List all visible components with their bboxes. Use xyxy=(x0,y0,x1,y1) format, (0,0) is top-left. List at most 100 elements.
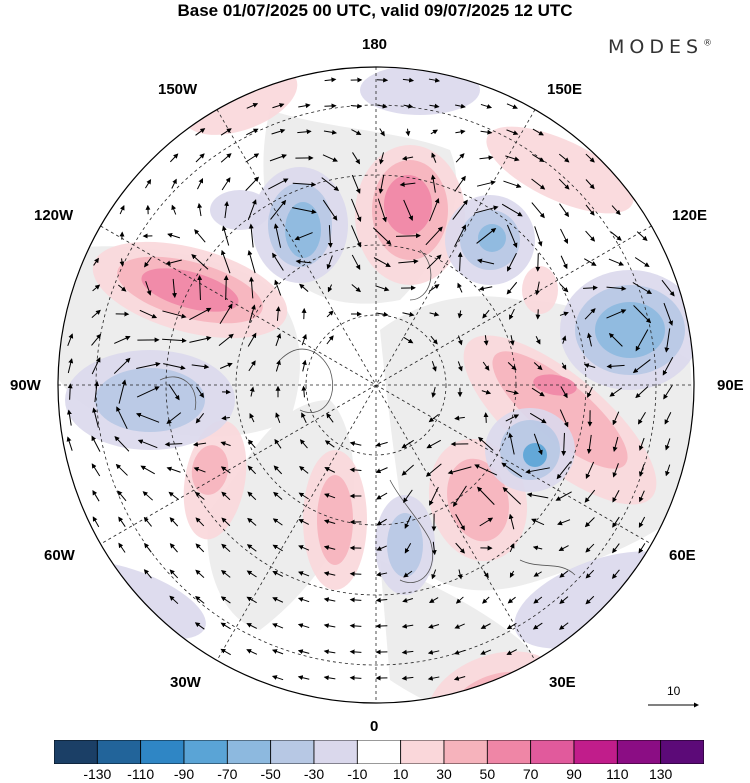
wind-arrow xyxy=(143,569,152,579)
map-title: Base 01/07/2025 00 UTC, valid 09/07/2025… xyxy=(177,1,573,20)
wind-arrow xyxy=(275,412,281,423)
colorbar-tick-label: 50 xyxy=(479,766,496,782)
wind-arrow xyxy=(91,435,101,452)
colorbar-tick-label: -10 xyxy=(347,766,368,782)
wind-arrow xyxy=(379,152,385,165)
wind-arrow xyxy=(219,362,233,369)
wind-arrow xyxy=(401,675,414,681)
wind-arrow xyxy=(585,569,595,579)
wind-arrow xyxy=(503,180,522,189)
wind-arrow xyxy=(275,333,282,347)
wind-arrow xyxy=(401,623,414,629)
wind-arrow xyxy=(220,249,231,274)
wind-arrow xyxy=(144,257,152,268)
wind-arrow xyxy=(349,597,362,603)
wind-arrow xyxy=(272,103,285,109)
wind-arrow xyxy=(453,675,466,681)
meridian xyxy=(100,225,652,545)
wind-arrow xyxy=(376,492,388,500)
lon-label-90e: 90E xyxy=(717,377,744,394)
wind-arrow xyxy=(246,128,259,136)
wind-arrow xyxy=(482,361,490,371)
wind-arrow xyxy=(507,596,516,604)
wind-arrow xyxy=(402,311,415,317)
wind-arrow xyxy=(249,386,255,397)
wind-arrow xyxy=(248,439,256,449)
wind-arrow xyxy=(559,409,569,428)
wind-arrow xyxy=(431,361,437,372)
wind-arrow xyxy=(586,434,592,455)
wind-vectors xyxy=(66,77,675,681)
wind-arrow xyxy=(297,129,312,135)
wind-arrow xyxy=(349,571,362,577)
wind-arrow xyxy=(507,362,517,371)
wind-arrow xyxy=(404,543,412,554)
wind-arrow xyxy=(297,649,310,655)
wind-arrow xyxy=(372,227,392,245)
latitude-circle xyxy=(305,314,447,456)
wind-arrow xyxy=(194,491,205,500)
wind-arrow xyxy=(505,155,520,162)
wind-arrow xyxy=(162,338,187,344)
colorbar-tick-label: 130 xyxy=(648,766,673,782)
wind-arrow xyxy=(584,308,596,320)
wind-arrow xyxy=(531,178,546,190)
wind-arrow xyxy=(638,543,646,554)
wind-arrow xyxy=(323,623,336,629)
wind-arrow xyxy=(506,103,518,109)
wind-arrow xyxy=(457,569,463,580)
wind-arrow xyxy=(638,490,645,503)
wind-arrow xyxy=(587,386,593,398)
wind-arrow xyxy=(611,205,621,216)
wind-arrow xyxy=(476,180,496,187)
wind-arrow xyxy=(429,197,440,222)
wind-arrow xyxy=(298,545,310,551)
wind-arrow xyxy=(220,648,231,656)
coastline xyxy=(519,559,576,576)
wind-arrow xyxy=(454,175,466,192)
anomaly-contour xyxy=(360,67,480,115)
wind-arrow xyxy=(297,675,310,681)
wind-arrow xyxy=(535,281,540,296)
latitude-circle xyxy=(95,104,657,666)
lon-label-180: 180 xyxy=(362,36,388,53)
wind-arrow xyxy=(455,103,466,109)
wind-arrow xyxy=(454,623,465,629)
wind-arrow xyxy=(246,570,257,578)
wind-arrow xyxy=(501,203,523,217)
wind-arrow xyxy=(606,363,625,369)
wind-arrow xyxy=(560,386,568,399)
wind-arrow xyxy=(326,255,333,270)
wind-arrow xyxy=(191,254,209,270)
wind-arrow xyxy=(455,153,465,163)
wind-arrow xyxy=(609,387,623,397)
wind-arrow xyxy=(457,361,463,372)
coastline xyxy=(389,479,434,583)
wind-arrow xyxy=(274,279,282,296)
colorbar-segment xyxy=(313,740,358,764)
wind-arrow xyxy=(375,441,388,447)
wind-arrow xyxy=(426,439,442,449)
wind-arrow xyxy=(508,513,515,530)
wind-arrow xyxy=(220,441,231,447)
wind-arrow xyxy=(505,390,519,395)
wind-arrow xyxy=(271,675,284,681)
wind-arrow xyxy=(191,364,210,370)
wind-arrow xyxy=(664,411,672,425)
wind-arrow xyxy=(401,439,414,449)
wind-arrow xyxy=(477,258,495,265)
wind-arrow xyxy=(220,622,231,630)
wind-arrow xyxy=(91,333,102,346)
lon-label-90w: 90W xyxy=(10,377,41,394)
wind-arrow xyxy=(135,412,160,423)
wind-arrow xyxy=(375,467,388,474)
wind-arrow xyxy=(322,199,338,221)
wind-arrow xyxy=(481,389,492,395)
wind-arrow xyxy=(507,252,517,272)
wind-arrow xyxy=(220,466,231,474)
wind-arrow xyxy=(113,357,131,374)
wind-arrow xyxy=(169,517,179,527)
wind-arrow xyxy=(612,411,620,426)
wind-arrow xyxy=(169,595,179,605)
wind-arrow xyxy=(114,335,131,344)
